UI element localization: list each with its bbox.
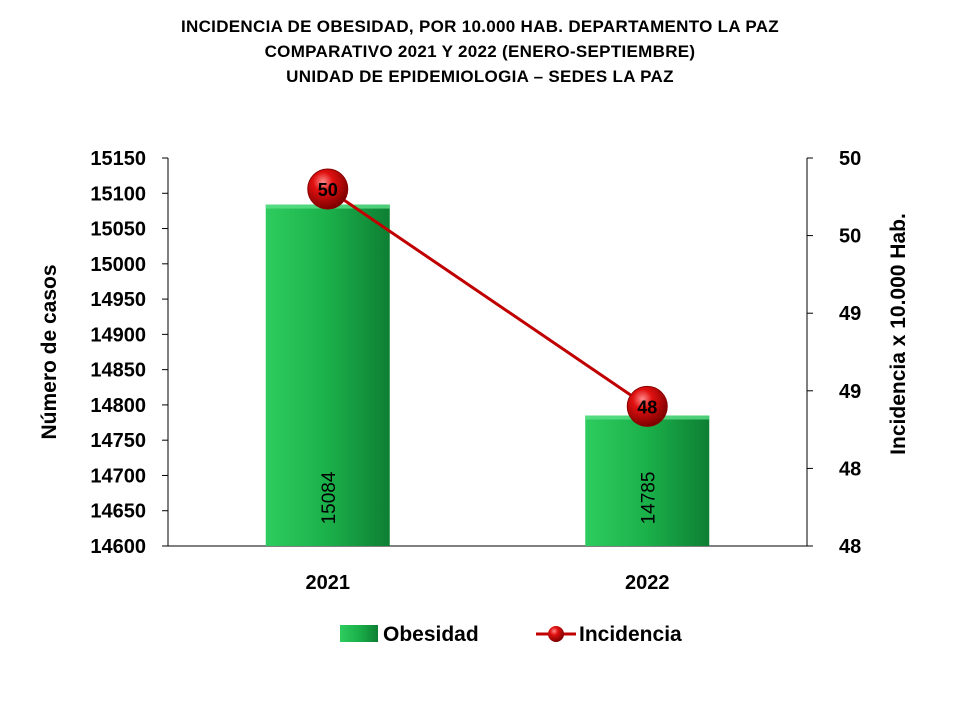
y2-tick-label: 48 (839, 458, 861, 480)
y-tick-label: 14850 (90, 360, 146, 382)
y-tick-label: 15100 (90, 183, 146, 205)
bar-data-label: 15084 (319, 471, 340, 524)
legend-label-obesidad: Obesidad (383, 623, 479, 646)
bar-obesidad (585, 415, 710, 546)
legend-marker-incidencia (548, 626, 564, 642)
y2-axis-title: Incidencia x 10.000 Hab. (887, 213, 910, 455)
incidence-marker (307, 168, 349, 210)
y-tick-label: 14650 (90, 501, 146, 523)
y-tick-label: 14750 (90, 430, 146, 452)
y-axis-title: Número de casos (38, 264, 61, 439)
incidence-marker (626, 385, 668, 427)
legend-swatch-obesidad (340, 625, 378, 642)
y-tick-label: 14700 (90, 465, 146, 487)
legend-label-incidencia: Incidencia (579, 623, 682, 646)
title-line-2: COMPARATIVO 2021 Y 2022 (ENERO-SEPTIEMBR… (264, 42, 696, 61)
y-tick-label: 15150 (90, 148, 146, 170)
y-tick-label: 14900 (90, 324, 146, 346)
y2-tick-label: 49 (839, 381, 861, 403)
y-tick-label: 15000 (90, 254, 146, 276)
y2-tick-label: 48 (839, 536, 861, 558)
y-tick-label: 14950 (90, 289, 146, 311)
x-tick-label: 2021 (306, 572, 351, 594)
y2-tick-label: 50 (839, 226, 861, 248)
title-line-3: UNIDAD DE EPIDEMIOLOGIA – SEDES LA PAZ (286, 67, 674, 86)
incidence-data-label: 50 (318, 180, 338, 200)
y-tick-label: 15050 (90, 219, 146, 241)
x-tick-label: 2022 (625, 572, 670, 594)
title-line-1: INCIDENCIA DE OBESIDAD, POR 10.000 HAB. … (181, 17, 779, 36)
incidence-line (326, 187, 649, 408)
bar-obesidad (265, 204, 390, 546)
incidence-data-label: 48 (637, 397, 657, 417)
y2-tick-label: 50 (839, 148, 861, 170)
chart-title: INCIDENCIA DE OBESIDAD, POR 10.000 HAB. … (0, 14, 960, 89)
y2-tick-label: 49 (839, 303, 861, 325)
y-tick-label: 14800 (90, 395, 146, 417)
y-tick-label: 14600 (90, 536, 146, 558)
bar-data-label: 14785 (638, 472, 659, 525)
